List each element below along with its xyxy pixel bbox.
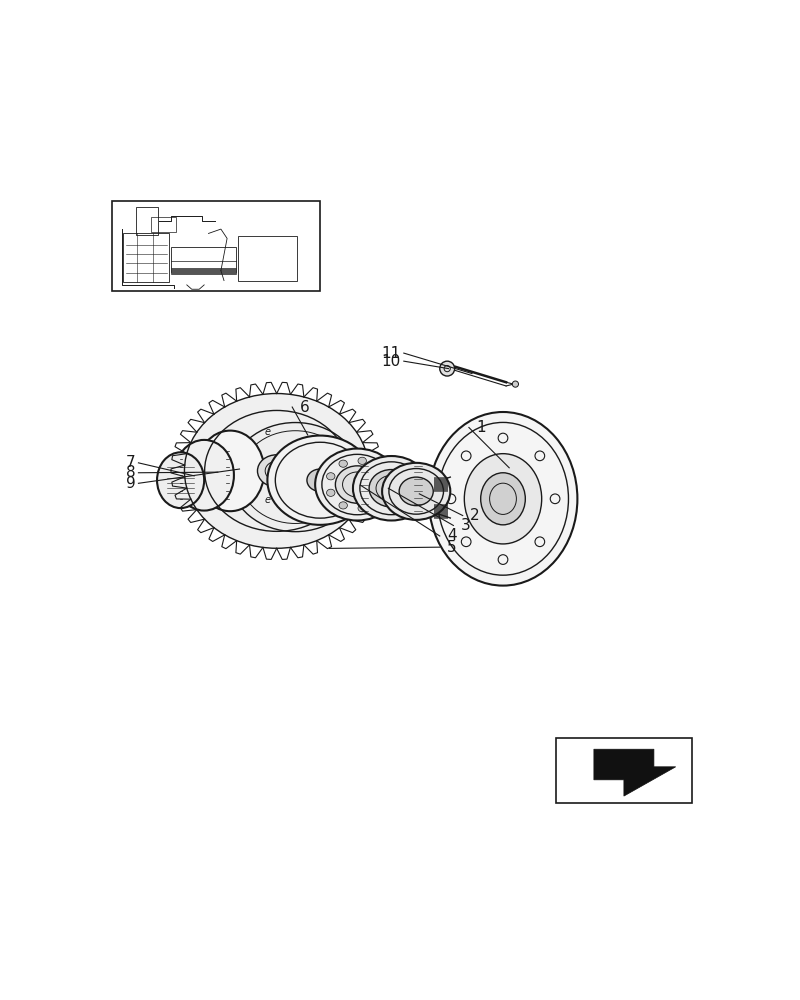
Text: 8: 8 <box>126 465 135 480</box>
Ellipse shape <box>315 449 399 521</box>
Bar <box>556 738 692 803</box>
Ellipse shape <box>190 458 219 493</box>
Ellipse shape <box>481 473 526 525</box>
Ellipse shape <box>369 470 414 507</box>
Bar <box>123 233 170 282</box>
Text: 6: 6 <box>300 400 310 415</box>
Ellipse shape <box>326 489 335 496</box>
Ellipse shape <box>399 477 434 506</box>
Ellipse shape <box>382 463 450 520</box>
Bar <box>112 201 320 291</box>
Text: 9: 9 <box>126 476 135 491</box>
Ellipse shape <box>358 505 366 512</box>
Ellipse shape <box>267 436 373 525</box>
Ellipse shape <box>339 460 347 467</box>
Text: e: e <box>264 495 270 505</box>
Circle shape <box>440 361 454 376</box>
Ellipse shape <box>326 473 335 480</box>
Ellipse shape <box>429 412 578 586</box>
Ellipse shape <box>358 457 366 464</box>
Text: 4: 4 <box>447 528 457 544</box>
Bar <box>136 207 158 235</box>
Ellipse shape <box>185 394 369 548</box>
Ellipse shape <box>196 431 264 511</box>
Ellipse shape <box>353 456 430 521</box>
Ellipse shape <box>339 502 347 509</box>
Text: 3: 3 <box>461 518 470 533</box>
Ellipse shape <box>157 452 204 508</box>
Polygon shape <box>594 749 676 796</box>
Circle shape <box>512 381 518 387</box>
Bar <box>151 217 176 232</box>
Ellipse shape <box>464 454 542 544</box>
Bar <box>171 268 237 274</box>
Ellipse shape <box>258 455 296 487</box>
Text: 10: 10 <box>382 354 401 369</box>
Text: 5: 5 <box>447 540 457 555</box>
Bar <box>238 236 297 281</box>
Text: 2: 2 <box>470 508 480 523</box>
Text: e: e <box>264 427 270 437</box>
Ellipse shape <box>307 469 334 491</box>
Bar <box>171 247 237 272</box>
Ellipse shape <box>230 423 360 532</box>
Ellipse shape <box>382 481 390 488</box>
Ellipse shape <box>174 440 234 511</box>
Ellipse shape <box>374 465 383 473</box>
Ellipse shape <box>335 466 379 503</box>
Text: 7: 7 <box>126 455 135 470</box>
Text: 1: 1 <box>476 420 486 435</box>
Ellipse shape <box>374 496 383 504</box>
Text: 11: 11 <box>382 346 401 361</box>
Ellipse shape <box>213 450 248 492</box>
